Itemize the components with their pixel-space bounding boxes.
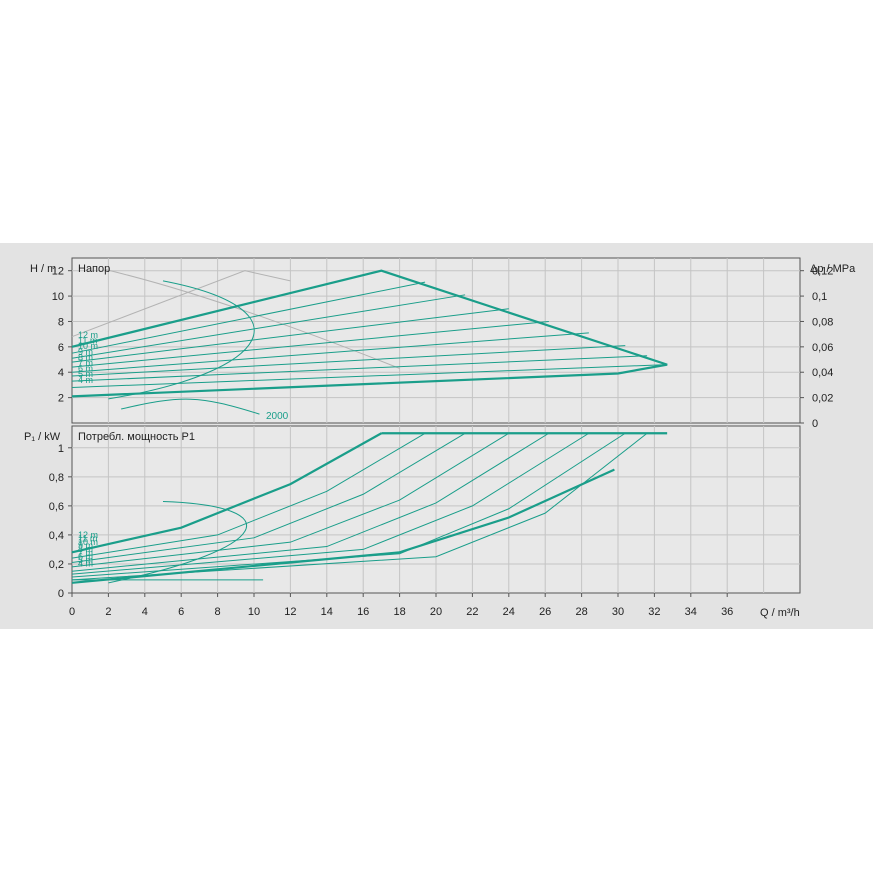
head-curve-label: 8 m xyxy=(78,352,93,362)
flow-axis-label: Q / m³/h xyxy=(760,607,800,619)
chart-panel: 2 4 6 8 10 12 0 0,02 0,04 0,06 0,08 0,1 0,12 0 0,2 0,4 0… xyxy=(0,243,873,629)
power-curve-label: 6 m xyxy=(78,551,93,561)
head-curve-label: 10 m xyxy=(78,341,98,351)
flow-tick-label: 26 xyxy=(539,606,551,618)
power-curve-label: 5 m xyxy=(78,555,93,565)
pressure-tick-label: 0,12 xyxy=(812,266,833,278)
head-curve-label: 6 m xyxy=(78,364,93,374)
head-curve xyxy=(71,294,466,359)
power-curve-label: 12 m xyxy=(78,530,98,540)
head-axis-label: H / m xyxy=(30,263,56,275)
power-curve xyxy=(71,432,550,572)
pressure-tick-label: 0,02 xyxy=(812,393,833,405)
flow-tick-label: 14 xyxy=(321,606,333,618)
flow-tick-label: 34 xyxy=(685,606,697,618)
power-curve xyxy=(71,432,426,559)
speed-annotation: 2000 xyxy=(266,411,289,422)
power-curve xyxy=(71,432,510,568)
pressure-axis-label: Δp / MPa xyxy=(810,263,856,275)
head-tick-label: 6 xyxy=(58,342,64,354)
power-tick-label: 1 xyxy=(58,443,64,455)
pressure-tick-label: 0,06 xyxy=(812,342,833,354)
efficiency-arc xyxy=(121,398,260,415)
head-curve-label: 7 m xyxy=(78,358,93,368)
head-tick-label: 8 xyxy=(58,316,64,328)
head-curve-label: 4 m xyxy=(78,375,93,385)
flow-tick-label: 16 xyxy=(357,606,369,618)
head-panel-title: Напор xyxy=(78,263,110,275)
flow-tick-label: 30 xyxy=(612,606,624,618)
flow-tick-label: 32 xyxy=(648,606,660,618)
power-curve-label: 8 m xyxy=(78,544,93,554)
grey-guide-curve xyxy=(71,270,291,338)
flow-tick-label: 22 xyxy=(466,606,478,618)
head-curve-label: 9 m xyxy=(78,347,93,357)
head-series: 12 m11 m10 m9 m8 m7 m6 m5 m4 m xyxy=(71,268,668,415)
power-series: 12 m11 m10 m9 m8 m7 m6 m5 m4 m xyxy=(71,432,668,584)
power-curve-label: 4 m xyxy=(78,559,93,569)
efficiency-arc xyxy=(108,501,247,584)
pressure-tick-label: 0,04 xyxy=(812,367,833,379)
power-tick-label: 0,6 xyxy=(49,501,64,513)
head-tick-label: 12 xyxy=(52,266,64,278)
power-tick-label: 0 xyxy=(58,588,64,600)
flow-tick-label: 4 xyxy=(142,606,148,618)
flow-tick-label: 6 xyxy=(178,606,184,618)
flow-tick-label: 10 xyxy=(248,606,260,618)
head-curve xyxy=(71,320,549,368)
power-grid xyxy=(71,425,801,594)
flow-tick-label: 8 xyxy=(215,606,221,618)
power-tick-label: 0,8 xyxy=(49,472,64,484)
axes: 2468101200,020,040,060,080,10,1200,20,40… xyxy=(49,266,834,618)
flow-tick-label: 28 xyxy=(575,606,587,618)
pump-curve-chart: 2468101200,020,040,060,080,10,1200,20,40… xyxy=(24,257,856,619)
flow-tick-label: 36 xyxy=(721,606,733,618)
power-curve xyxy=(71,432,626,578)
head-tick-label: 4 xyxy=(58,367,64,379)
power-envelope xyxy=(71,468,615,584)
power-panel-title: Потребл. мощность P1 xyxy=(78,431,195,443)
head-curve xyxy=(71,308,509,363)
head-curve-label: 12 m xyxy=(78,330,98,340)
head-curve xyxy=(71,355,648,382)
head-envelope xyxy=(71,269,668,398)
flow-tick-label: 12 xyxy=(284,606,296,618)
head-curve xyxy=(71,281,426,354)
power-curve-label: 11 m xyxy=(78,533,97,543)
pressure-tick-label: 0,08 xyxy=(812,316,833,328)
power-curve-label: 7 m xyxy=(78,548,93,558)
power-axis-label: P₁ / kW xyxy=(24,431,61,443)
head-curve xyxy=(71,364,668,388)
pressure-tick-label: 0,1 xyxy=(812,291,827,303)
power-curve xyxy=(71,432,466,563)
head-tick-label: 10 xyxy=(52,291,64,303)
flow-tick-label: 24 xyxy=(503,606,515,618)
power-curve xyxy=(71,432,590,575)
pressure-tick-label: 0 xyxy=(812,418,818,430)
flow-tick-label: 18 xyxy=(393,606,405,618)
flow-tick-label: 2 xyxy=(105,606,111,618)
head-grid xyxy=(71,257,801,424)
power-curve xyxy=(71,432,648,581)
head-curve-label: 11 m xyxy=(78,336,97,346)
power-curve-label: 9 m xyxy=(78,541,93,551)
power-envelope xyxy=(71,432,382,554)
power-tick-label: 0,4 xyxy=(49,530,64,542)
flow-tick-label: 0 xyxy=(69,606,75,618)
power-curve-label: 10 m xyxy=(78,537,98,547)
power-tick-label: 0,2 xyxy=(49,559,64,571)
head-curve xyxy=(71,345,626,377)
head-curve-label: 5 m xyxy=(78,369,93,379)
flow-tick-label: 20 xyxy=(430,606,442,618)
head-curve xyxy=(71,332,589,373)
head-tick-label: 2 xyxy=(58,393,64,405)
